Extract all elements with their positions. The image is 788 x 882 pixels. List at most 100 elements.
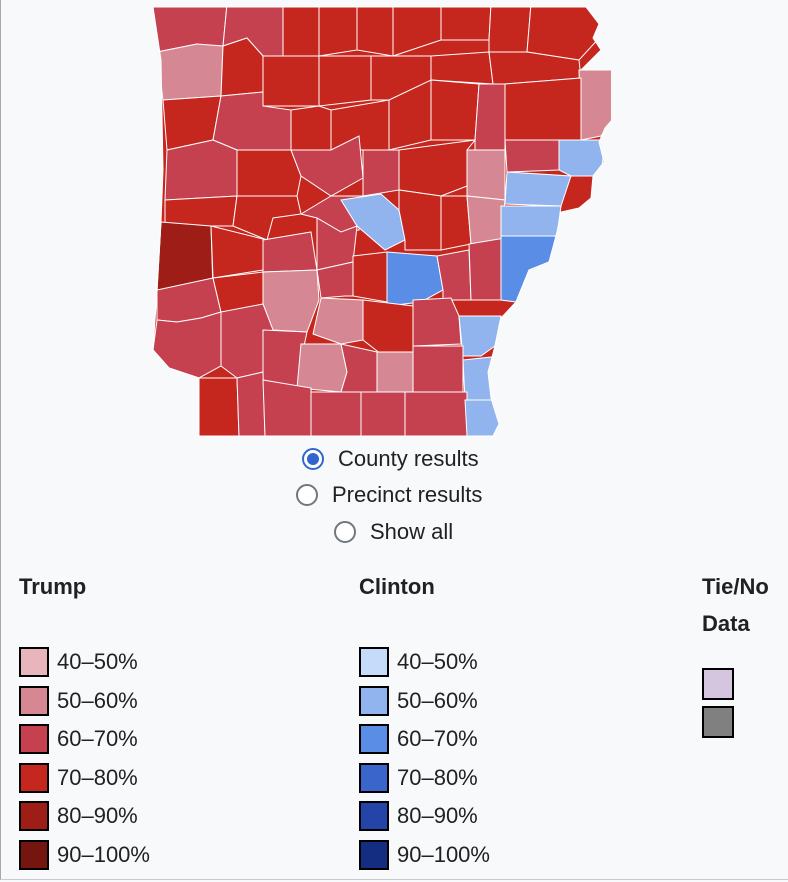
trump-legend-title: Trump [19,574,87,599]
county-shape[interactable] [504,171,572,207]
county-shape[interactable] [488,4,532,53]
county-shape[interactable] [558,139,606,177]
no-data-swatch [702,706,734,738]
county-shape[interactable] [412,345,464,393]
county-shape[interactable] [500,205,562,237]
trump-legend-item: 50–60% [19,682,150,721]
county-shape[interactable] [500,235,558,303]
county-shape[interactable] [376,351,414,393]
county-shape[interactable] [360,391,406,436]
county-shape[interactable] [236,149,302,197]
county-shape[interactable] [578,67,611,141]
county-shape[interactable] [340,343,378,393]
clinton-legend-label: 40–50% [397,649,478,675]
county-results-radio[interactable] [302,448,324,470]
county-shape[interactable] [232,195,302,241]
county-shape[interactable] [310,391,362,436]
trump-legend-item: 90–100% [19,836,150,875]
show-all-label[interactable]: Show all [370,519,454,544]
county-shape[interactable] [474,83,506,151]
clinton-legend: Clinton 40–50% 50–60% 60–70% 70–80% 80–90% 90… [359,568,490,874]
trump-legend-label: 90–100% [57,841,150,867]
county-shape[interactable] [458,315,502,357]
trump-legend-item: 60–70% [19,720,150,759]
county-shape[interactable] [398,139,477,197]
county-shape[interactable] [316,217,358,271]
trump-legend-label: 60–70% [57,726,138,752]
county-shape[interactable] [316,261,354,299]
county-shape[interactable] [318,4,358,57]
precinct-results-label[interactable]: Precinct results [332,482,483,507]
county-shape[interactable] [312,297,364,345]
county-shape[interactable] [430,79,480,141]
trump-legend-list: 40–50% 50–60% 60–70% 70–80% 80–90% 90–100% [19,643,150,874]
county-shape[interactable] [236,371,266,436]
county-shape[interactable] [352,251,388,303]
clinton-swatch [359,685,389,716]
county-shape[interactable] [430,51,494,85]
show-all-radio[interactable] [334,521,356,543]
clinton-swatch [359,801,389,832]
precinct-results-radio[interactable] [296,484,318,506]
county-shape[interactable] [412,297,462,347]
trump-swatch [19,801,49,832]
clinton-legend-label: 90–100% [397,841,490,867]
clinton-legend-label: 50–60% [397,687,478,713]
arkansas-county-map[interactable] [151,4,611,440]
county-shape[interactable] [318,55,372,107]
county-shape[interactable] [153,311,222,379]
county-shape[interactable] [362,299,414,355]
county-results-label[interactable]: County results [338,446,479,471]
clinton-legend-item: 70–80% [359,759,490,798]
county-shape[interactable] [356,4,394,57]
county-shape[interactable] [466,149,506,201]
clinton-legend-item: 40–50% [359,643,490,682]
trump-legend-item: 80–90% [19,797,150,836]
trump-legend-label: 80–90% [57,803,138,829]
county-shape[interactable] [262,55,320,107]
county-shape[interactable] [282,4,320,57]
trump-swatch [19,762,49,793]
clinton-swatch [359,724,389,755]
county-shape[interactable] [156,43,224,101]
county-shape[interactable] [296,343,348,393]
county-shape[interactable] [464,399,502,436]
clinton-swatch [359,647,389,678]
county-results-option[interactable]: County results [302,446,479,472]
clinton-legend-label: 70–80% [397,764,478,790]
county-shape[interactable] [462,355,502,401]
county-shape[interactable] [436,249,472,301]
county-shape[interactable] [262,269,320,333]
clinton-legend-list: 40–50% 50–60% 60–70% 70–80% 80–90% 90–100% [359,643,490,874]
trump-swatch [19,724,49,755]
county-shape[interactable] [504,77,582,141]
county-shape[interactable] [440,195,472,251]
tie-no-data-legend: Tie/No Data [702,568,769,744]
county-shape[interactable] [164,139,238,201]
county-shape[interactable] [386,251,444,307]
precinct-results-option[interactable]: Precinct results [296,482,482,508]
county-shape[interactable] [468,237,506,301]
clinton-legend-label: 60–70% [397,726,478,752]
trump-legend: Trump 40–50% 50–60% 60–70% 70–80% 80–90% 90–1… [19,568,150,874]
county-shape[interactable] [262,379,312,436]
county-shape[interactable] [504,139,560,173]
clinton-legend-title: Clinton [359,574,435,599]
county-shape[interactable] [362,149,400,197]
county-shape[interactable] [398,189,442,251]
county-shape[interactable] [198,377,240,436]
county-shape[interactable] [290,105,332,151]
tie-swatch [702,668,734,700]
show-all-option[interactable]: Show all [334,519,453,545]
county-shape[interactable] [440,4,492,41]
county-shape[interactable] [151,4,228,53]
county-shape[interactable] [526,4,602,61]
clinton-swatch [359,839,389,870]
state-outline [152,6,611,437]
clinton-legend-item: 90–100% [359,836,490,875]
county-shape[interactable] [404,391,468,436]
county-shape[interactable] [466,195,506,245]
trump-swatch [19,685,49,716]
trump-swatch [19,839,49,870]
